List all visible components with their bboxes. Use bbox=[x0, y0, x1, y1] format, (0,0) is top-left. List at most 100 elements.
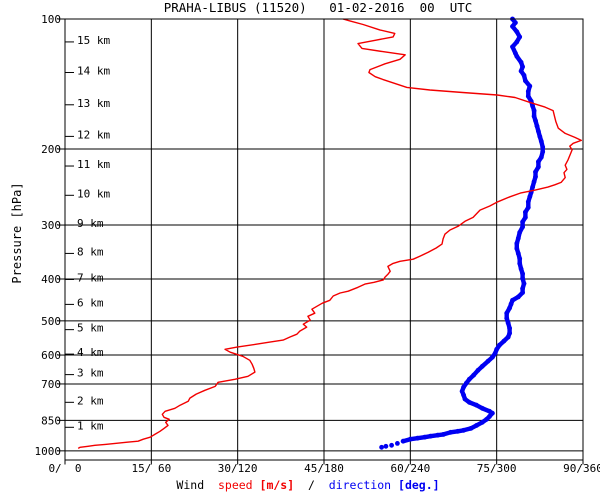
pressure-tick-label: 700 bbox=[41, 378, 61, 391]
wind-direction-point bbox=[533, 174, 538, 180]
legend-part-1: speed bbox=[218, 478, 260, 492]
plot-border bbox=[64, 18, 584, 461]
wind-direction-point bbox=[515, 235, 521, 241]
wind-direction-point bbox=[538, 154, 544, 160]
wind-direction-point bbox=[520, 219, 525, 225]
wind-direction-point bbox=[527, 194, 533, 200]
wind-direction-point bbox=[525, 205, 531, 210]
wind-direction-point bbox=[490, 354, 495, 360]
wind-direction-point bbox=[497, 342, 502, 348]
wind-direction-point bbox=[510, 24, 515, 29]
wind-direction-point bbox=[395, 441, 400, 446]
height-tick-label: 13 km bbox=[77, 97, 110, 110]
height-tick-label: 12 km bbox=[77, 128, 110, 141]
wind-direction-point bbox=[466, 399, 472, 405]
wind-direction-point bbox=[461, 384, 466, 390]
wind-direction-point bbox=[466, 376, 472, 382]
wind-direction-point bbox=[536, 164, 541, 170]
height-tick-label: 6 km bbox=[77, 296, 104, 309]
wind-direction-point bbox=[540, 149, 546, 155]
wind-direction-point bbox=[513, 20, 518, 26]
wind-direction-point bbox=[471, 372, 476, 378]
wind-direction-point bbox=[492, 350, 498, 356]
wind-direction-point bbox=[520, 276, 525, 281]
wind-direction-point bbox=[518, 266, 524, 272]
pressure-tick-label: 850 bbox=[41, 414, 61, 427]
wind-direction-point bbox=[407, 436, 413, 442]
wind-direction-point bbox=[538, 138, 544, 144]
wind-direction-point bbox=[517, 34, 523, 40]
height-tick-label: 11 km bbox=[77, 158, 110, 171]
wind-direction-point bbox=[461, 392, 466, 398]
wind-direction-point bbox=[514, 241, 520, 246]
wind-direction-point bbox=[536, 159, 541, 165]
wind-direction-point bbox=[515, 251, 521, 256]
wind-direction-point bbox=[485, 358, 491, 364]
wind-direction-point bbox=[422, 434, 428, 440]
legend-part-5: [deg.] bbox=[398, 478, 440, 492]
wind-direction-point bbox=[501, 338, 507, 344]
legend-part-0: Wind bbox=[176, 478, 218, 492]
wind-direction-point bbox=[435, 432, 441, 438]
wind-direction-point bbox=[441, 432, 446, 437]
pressure-tick-label: 400 bbox=[41, 273, 61, 286]
wind-direction-point bbox=[520, 64, 525, 70]
wind-direction-point bbox=[518, 68, 524, 74]
wind-direction-point bbox=[507, 305, 512, 311]
wind-direction-point bbox=[514, 29, 520, 35]
pressure-tick-label: 1000 bbox=[35, 445, 62, 458]
pressure-tick-label: 500 bbox=[41, 315, 61, 328]
wind-direction-point bbox=[525, 199, 531, 205]
height-tick-label: 7 km bbox=[77, 271, 104, 284]
wind-direction-point bbox=[415, 435, 420, 441]
x-tick-label: 90/360 bbox=[563, 462, 600, 475]
wind-direction-point bbox=[523, 209, 528, 215]
wind-direction-point bbox=[521, 72, 527, 78]
wind-direction-point bbox=[459, 388, 465, 394]
wind-direction-point bbox=[517, 256, 523, 262]
height-tick-label: 10 km bbox=[77, 187, 110, 200]
wind-direction-point bbox=[428, 433, 433, 439]
wind-direction-point bbox=[494, 346, 500, 352]
wind-speed-line bbox=[77, 18, 582, 449]
wind-direction-point bbox=[531, 179, 537, 185]
wind-direction-point bbox=[534, 123, 540, 129]
wind-direction-point bbox=[514, 39, 520, 45]
wind-direction-point bbox=[474, 423, 479, 428]
pressure-tick-label: 200 bbox=[41, 143, 61, 156]
wind-direction-point bbox=[517, 230, 523, 235]
height-tick-label: 4 km bbox=[77, 346, 104, 359]
wind-direction-point bbox=[400, 438, 406, 444]
wind-direction-point bbox=[507, 325, 512, 331]
x-tick-label: 0/ 0 bbox=[48, 462, 81, 475]
wind-direction-point bbox=[379, 444, 384, 450]
axis-layer: 100 200 300 400 500 600 700 850 1000 0/ 0 15/ 60 30… bbox=[35, 13, 600, 475]
wind-direction-point bbox=[475, 367, 481, 373]
wind-direction-point bbox=[505, 320, 511, 326]
wind-direction-point bbox=[504, 315, 510, 321]
wind-direction-point bbox=[525, 93, 531, 99]
height-tick-label: 9 km bbox=[77, 217, 104, 230]
wind-direction-point bbox=[479, 363, 485, 369]
wind-direction-point bbox=[479, 419, 485, 425]
wind-direction-point bbox=[487, 414, 492, 419]
wind-direction-point bbox=[527, 83, 533, 89]
wind-direction-point bbox=[504, 310, 510, 316]
wind-direction-point bbox=[520, 271, 525, 277]
wind-direction-point bbox=[448, 429, 453, 435]
wind-direction-point bbox=[514, 246, 520, 251]
legend: Wind speed [m/s] / direction [deg.] bbox=[176, 478, 439, 492]
series-layer bbox=[77, 16, 582, 450]
wind-direction-point bbox=[514, 53, 520, 59]
wind-direction-point bbox=[518, 59, 524, 65]
x-tick-label: 30/120 bbox=[218, 462, 258, 475]
wind-direction-point bbox=[505, 334, 511, 340]
wind-direction-point bbox=[474, 402, 479, 408]
x-tick-label: 60/240 bbox=[390, 462, 430, 475]
height-tick-label: 5 km bbox=[77, 322, 104, 335]
height-tick-label: 14 km bbox=[77, 64, 110, 77]
legend-part-3: / bbox=[294, 478, 329, 492]
height-tick-label: 8 km bbox=[77, 245, 104, 258]
